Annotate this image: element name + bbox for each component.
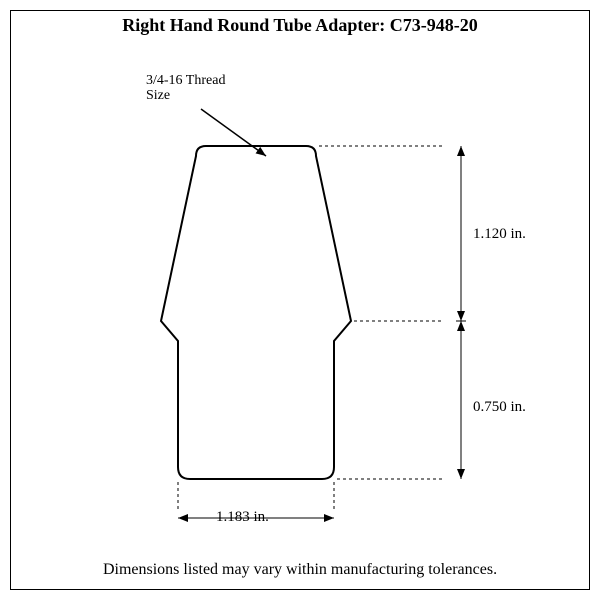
tolerance-footnote: Dimensions listed may vary within manufa… [11,561,589,579]
drawing-frame: Right Hand Round Tube Adapter: C73-948-2… [10,10,590,590]
technical-drawing-svg [11,11,591,591]
